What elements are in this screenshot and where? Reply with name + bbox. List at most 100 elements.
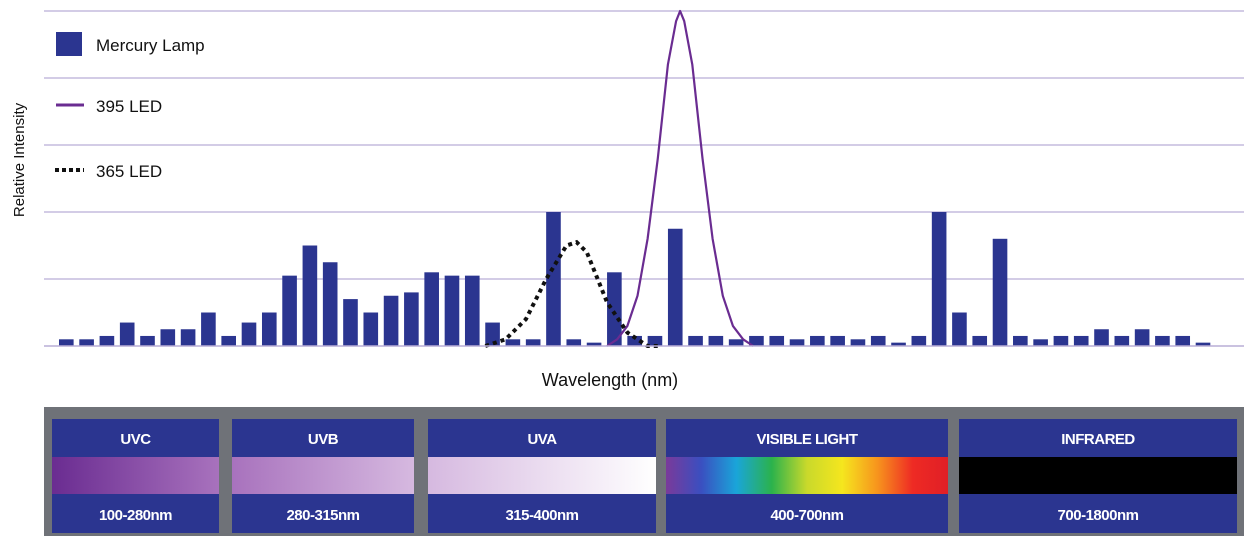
bar [1053,335,1069,346]
bar [1033,339,1048,346]
band-name: VISIBLE LIGHT [756,431,857,448]
bar [99,335,115,346]
bar [667,228,683,346]
band-header [232,419,414,457]
legend-swatch-mercury [56,32,82,56]
bar [1013,335,1028,346]
x-axis-label: Wavelength (nm) [542,370,678,390]
bar [992,238,1008,346]
band-color-strip [428,457,656,494]
band-color-strip [666,457,948,494]
bar [261,312,277,346]
band-uvc: UVC 100-280nm [52,419,219,533]
bar [769,335,785,346]
bar [1114,335,1130,346]
band-footer [428,494,656,533]
band-visible-light: VISIBLE LIGHT 400-700nm [666,419,948,533]
band-range: 280-315nm [286,507,359,524]
395-led-curve [606,9,754,347]
bar [688,335,703,346]
bar [201,312,216,346]
bar [241,322,257,346]
gridlines [44,10,1244,280]
bar [444,275,460,346]
bar [647,335,663,346]
bar [728,339,744,346]
bar [1155,335,1170,346]
band-footer [959,494,1237,533]
bar [1175,335,1191,346]
bar [119,322,135,346]
band-range: 100-280nm [99,507,172,524]
band-footer [52,494,219,533]
band-range: 700-1800nm [1058,507,1139,524]
band-header [959,419,1237,457]
band-name: UVA [527,431,557,448]
spectrum-table: UVC 100-280nm UVB 280-315nm UVA 315-400nm VISI… [44,407,1244,536]
bar [485,322,500,346]
bar [59,339,74,346]
bar [911,335,927,346]
bar [404,292,419,346]
legend: Mercury Lamp 395 LED 365 LED [55,32,205,181]
bar [505,339,521,346]
bar [79,339,94,346]
bar [180,329,196,346]
bar [1094,329,1109,346]
bar [870,335,886,346]
mercury-lamp-bars [59,212,1211,346]
bar [891,342,906,346]
bar [749,335,764,346]
bar [708,335,724,346]
band-uvb: UVB 280-315nm [232,419,414,533]
bar [282,275,297,346]
bar [343,299,358,346]
band-footer [666,494,948,533]
bar [302,245,318,346]
band-name: INFRARED [1061,431,1135,448]
legend-label-365: 365 LED [96,162,162,181]
bar [140,335,155,346]
bar [972,335,988,346]
band-color-strip [232,457,414,494]
bar [525,339,541,346]
bar [607,272,622,346]
bar [830,335,845,346]
band-range: 315-400nm [505,507,578,524]
band-footer [232,494,414,533]
band-uva: UVA 315-400nm [428,419,656,533]
bar [952,312,967,346]
365-led-curve [484,239,658,348]
bar [810,335,825,346]
legend-label-395: 395 LED [96,97,162,116]
bar [546,212,561,346]
bar [464,275,480,346]
band-infrared: INFRARED 700-1800nm [959,419,1237,533]
y-axis-label: Relative Intensity [11,102,28,217]
bar [221,335,237,346]
bar [1134,329,1150,346]
bar [850,339,866,346]
band-name: UVC [120,431,151,448]
bar [931,212,947,346]
band-name: UVB [308,431,339,448]
bar [424,272,439,346]
legend-label-mercury: Mercury Lamp [96,36,205,55]
bar [160,329,176,346]
bar [383,295,399,346]
bar [363,312,379,346]
bar [322,262,338,346]
bar [1073,335,1089,346]
bar [627,335,642,346]
band-header [666,419,948,457]
bar [1195,342,1211,346]
bar [789,339,805,346]
band-range: 400-700nm [770,507,843,524]
band-header [428,419,656,457]
band-header [52,419,219,457]
band-color-strip [52,457,219,494]
band-color-strip [959,457,1237,494]
bar [566,339,582,346]
bar [586,342,602,346]
